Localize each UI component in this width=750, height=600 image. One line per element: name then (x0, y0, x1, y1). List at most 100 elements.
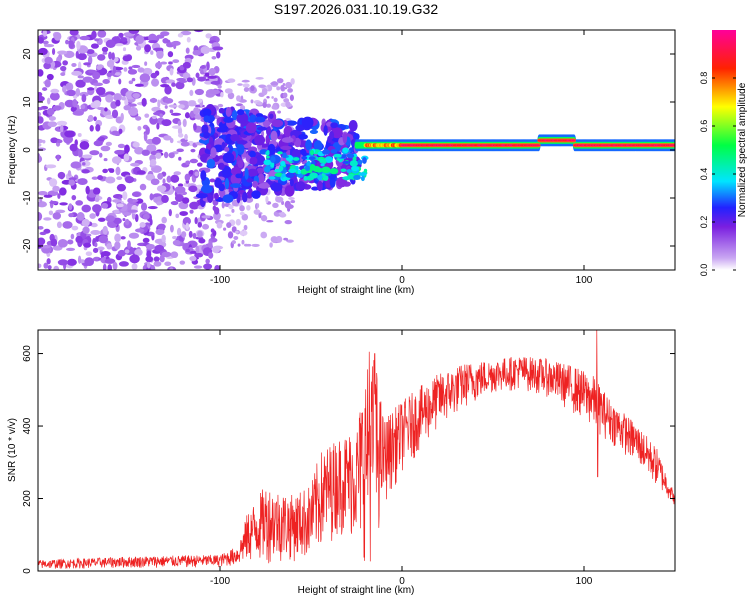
spectrogram-blob (91, 30, 97, 39)
spectrogram-blob (342, 147, 349, 154)
y-tick-label: 20 (22, 48, 33, 60)
spectrogram-blob (239, 205, 245, 212)
spectrogram-blob (161, 216, 167, 224)
spectrogram-blob (81, 218, 90, 227)
spectrogram-blob (315, 167, 324, 173)
spectrogram-blob (263, 159, 272, 166)
spectrogram-blob (206, 158, 216, 169)
spectrogram-x-axis-label: Height of straight line (km) (298, 285, 415, 296)
spectrogram-blob (269, 113, 274, 119)
spectrogram-blob (270, 236, 278, 243)
spectrogram-blob (195, 193, 208, 199)
spectrogram-blob (316, 180, 323, 192)
spectrogram-blob (255, 155, 266, 166)
spectrogram-blob (250, 99, 254, 104)
spectrogram-blob (230, 167, 242, 176)
spectrogram-blob (270, 81, 279, 86)
spectrogram-blob (38, 111, 42, 117)
spectrogram-blob (266, 103, 272, 108)
spectrogram-blob (216, 127, 228, 133)
spectrogram-blob (153, 261, 162, 267)
spectrogram-blob (241, 191, 248, 203)
spectrogram-blob (204, 80, 213, 85)
spectrogram-blob (189, 201, 200, 210)
spectrogram-blob (179, 260, 186, 265)
spectrogram-blob (260, 215, 268, 222)
spectrogram-blob (353, 174, 361, 181)
spectrogram-blob (184, 133, 188, 141)
spectrogram-blob (98, 235, 109, 244)
spectrogram-blob (121, 96, 127, 101)
spectrogram-blob (214, 192, 219, 200)
spectrogram-blob (112, 261, 118, 270)
spectrogram-blob (157, 223, 166, 230)
spectrogram-blob (277, 151, 283, 155)
spectrogram-blob (218, 107, 225, 114)
spectrogram-blob (43, 194, 53, 198)
spectrogram-blob (96, 86, 106, 96)
spectrogram-blob (200, 170, 207, 181)
spectrogram-blob (84, 257, 95, 266)
spectrogram-blob (42, 87, 48, 91)
spectrogram-blob (182, 61, 191, 69)
spectrogram-blob (82, 226, 90, 234)
spectrogram-blob (258, 84, 267, 88)
spectrogram-blob (170, 112, 182, 116)
spectrogram-blob (231, 226, 237, 233)
y-tick-label: 0 (22, 568, 33, 574)
spectrogram-blob (38, 237, 46, 246)
spectrogram-blob (160, 31, 170, 37)
spectrogram-blob (77, 75, 84, 79)
spectrogram-blob (38, 47, 48, 56)
spectrogram-blob (179, 79, 188, 84)
spectrogram-blob (211, 56, 217, 60)
spectrogram-blob (131, 263, 138, 270)
spectrogram-blob (172, 235, 177, 240)
spectrogram-blob (132, 141, 140, 148)
spectrogram-blob (207, 75, 218, 79)
spectrogram-blob (206, 61, 210, 71)
spectrogram-blob (57, 50, 68, 55)
spectrogram-blob (193, 30, 204, 33)
spectrogram-blob (156, 122, 160, 130)
spectrogram-blob (103, 157, 108, 162)
spectrogram-blob (161, 194, 169, 204)
spectrogram-blob (228, 204, 234, 210)
spectrogram-blob (46, 108, 55, 116)
spectrogram-blob (260, 231, 268, 239)
spectrogram-blob (282, 152, 287, 159)
spectrogram-blob (163, 135, 172, 141)
spectrogram-blob (144, 113, 150, 118)
spectrogram-blob (209, 89, 221, 95)
spectrogram-blob (224, 88, 233, 94)
spectrogram-blob (227, 144, 234, 154)
spectrogram-blob (268, 176, 276, 180)
spectrogram-blob (129, 254, 140, 264)
spectrogram-blob (164, 105, 168, 109)
spectrogram-blob (53, 31, 62, 41)
spectrogram-blob (156, 34, 165, 39)
spectrogram-blob (251, 190, 261, 199)
spectrogram-blob (85, 251, 93, 257)
spectrogram-blob (56, 120, 68, 126)
spectrogram-blob (80, 104, 86, 110)
spectrogram-blob (47, 121, 58, 128)
spectrogram-blob (272, 202, 279, 209)
y-tick-label: 400 (22, 417, 33, 434)
spectrogram-blob (44, 44, 55, 48)
spectrogram-blob (68, 213, 74, 218)
spectrogram-blob (233, 235, 239, 240)
spectrogram-blob (270, 130, 278, 142)
spectrogram-blob (231, 208, 235, 213)
spectrogram-blob (177, 183, 184, 187)
spectrogram-blob (288, 168, 297, 174)
spectrogram-blob (50, 238, 58, 247)
spectrogram-blob (68, 179, 76, 186)
spectrogram-blob (75, 79, 86, 88)
spectrogram-blob (38, 263, 42, 269)
spectrogram-blob (182, 197, 190, 204)
spectrogram-blob (38, 225, 44, 230)
spectrogram-blob (311, 186, 319, 191)
spectrogram-blob (131, 64, 141, 69)
